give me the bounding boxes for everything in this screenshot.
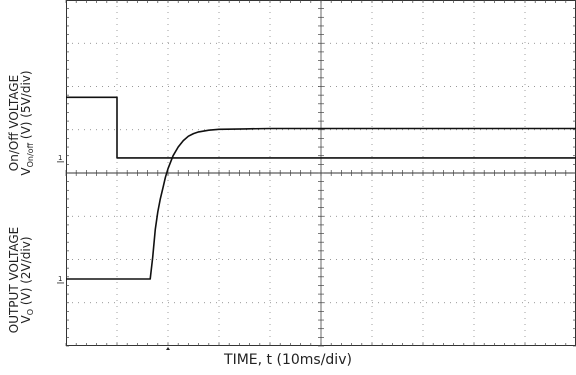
top-y-label-line2: VOn/off (V) (5V/div) [19,70,35,176]
bottom-y-label-line2: VO (V) (2V/div) [19,236,35,324]
x-axis-label: TIME, t (10ms/div) [224,352,352,368]
on-off-voltage-trace [66,96,576,159]
ground-marker-label: 1 [58,275,62,283]
output-voltage-trace [66,127,576,280]
trigger-marker [166,347,170,350]
ground-marker-label: 1 [58,154,62,162]
top-y-axis-label: On/Off VOLTAGE VOn/off (V) (5V/div) [7,38,38,208]
bottom-y-axis-label: OUTPUT VOLTAGE VO (V) (2V/div) [7,195,38,365]
